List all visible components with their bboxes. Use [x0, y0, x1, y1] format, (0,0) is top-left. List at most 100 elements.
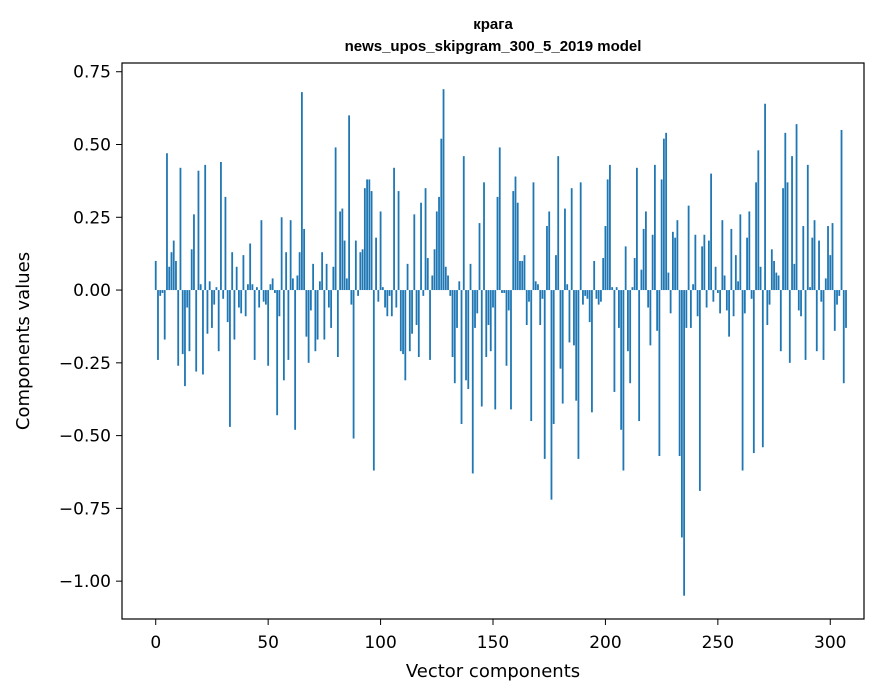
- y-tick-label: 0.25: [73, 208, 111, 228]
- bar: [199, 284, 202, 291]
- bar: [258, 290, 261, 308]
- bar: [822, 290, 825, 360]
- bar: [514, 176, 517, 291]
- bar: [528, 290, 530, 302]
- bar: [478, 223, 481, 291]
- bar: [629, 290, 632, 384]
- bar: [321, 252, 324, 291]
- bar: [449, 290, 452, 296]
- bar: [624, 246, 627, 291]
- bar: [770, 249, 773, 291]
- bar: [285, 252, 288, 291]
- bar: [559, 290, 562, 369]
- bar: [386, 290, 389, 317]
- bar: [676, 220, 679, 291]
- bar: [595, 290, 598, 299]
- bar: [543, 290, 546, 459]
- bar: [674, 237, 677, 291]
- bar: [570, 188, 573, 291]
- bar: [741, 290, 744, 471]
- x-tick-label: 200: [589, 633, 621, 653]
- bar: [303, 228, 306, 291]
- bar: [689, 290, 692, 328]
- bar: [838, 290, 841, 296]
- bar: [768, 290, 771, 305]
- bar: [166, 153, 168, 291]
- bar: [420, 202, 422, 291]
- bar: [206, 290, 209, 334]
- bar: [840, 129, 843, 291]
- bar: [507, 290, 510, 311]
- bar: [582, 290, 584, 305]
- bar: [231, 252, 234, 291]
- bar: [343, 240, 346, 291]
- bar: [215, 287, 218, 291]
- bar: [402, 290, 404, 355]
- bar: [471, 290, 474, 474]
- bar: [604, 226, 607, 291]
- bar: [202, 290, 204, 375]
- bar: [339, 211, 341, 291]
- bar: [671, 231, 674, 291]
- bar: [743, 290, 746, 314]
- bar: [184, 290, 186, 387]
- bar: [797, 290, 800, 311]
- bar: [845, 290, 847, 328]
- bar: [707, 240, 710, 291]
- bar: [577, 290, 580, 459]
- bar: [712, 290, 715, 302]
- bar: [406, 263, 409, 291]
- bar: [411, 290, 413, 334]
- bar: [591, 290, 593, 413]
- bar: [318, 281, 321, 291]
- bar: [399, 290, 402, 352]
- bar: [429, 290, 431, 360]
- bar: [541, 290, 544, 299]
- bar: [498, 147, 501, 291]
- bar: [438, 196, 440, 291]
- bar: [665, 132, 668, 291]
- bar: [433, 249, 436, 291]
- bar: [256, 287, 258, 291]
- bar: [627, 290, 629, 352]
- bar: [159, 290, 162, 296]
- bar: [379, 211, 382, 291]
- bar: [253, 290, 256, 360]
- bar: [359, 252, 362, 291]
- bar: [710, 173, 712, 291]
- bar: [656, 290, 659, 331]
- x-tick-label: 300: [814, 633, 846, 653]
- x-tick-label: 100: [364, 633, 396, 653]
- bar: [485, 290, 488, 358]
- bar: [721, 220, 724, 291]
- bar: [775, 272, 778, 291]
- bar: [327, 290, 330, 308]
- bar: [300, 92, 303, 291]
- bar: [316, 290, 319, 340]
- bar: [384, 290, 386, 308]
- bar: [265, 290, 267, 305]
- bar: [653, 164, 656, 291]
- x-tick-label: 0: [150, 633, 161, 653]
- bar: [730, 228, 733, 291]
- bar: [615, 287, 618, 291]
- bar: [442, 89, 445, 291]
- bar: [750, 290, 753, 299]
- bar: [278, 290, 281, 317]
- bar: [487, 290, 490, 325]
- bar: [393, 167, 395, 291]
- bar: [168, 266, 171, 291]
- bar: [593, 260, 596, 291]
- bar: [388, 290, 391, 296]
- bar: [280, 217, 283, 291]
- bar: [523, 255, 526, 291]
- bar: [564, 208, 566, 291]
- bar: [458, 281, 461, 291]
- bar: [492, 290, 494, 308]
- bar: [381, 287, 384, 291]
- bar: [755, 182, 757, 291]
- bar: [784, 132, 787, 291]
- bar: [357, 290, 359, 296]
- bar: [651, 234, 654, 291]
